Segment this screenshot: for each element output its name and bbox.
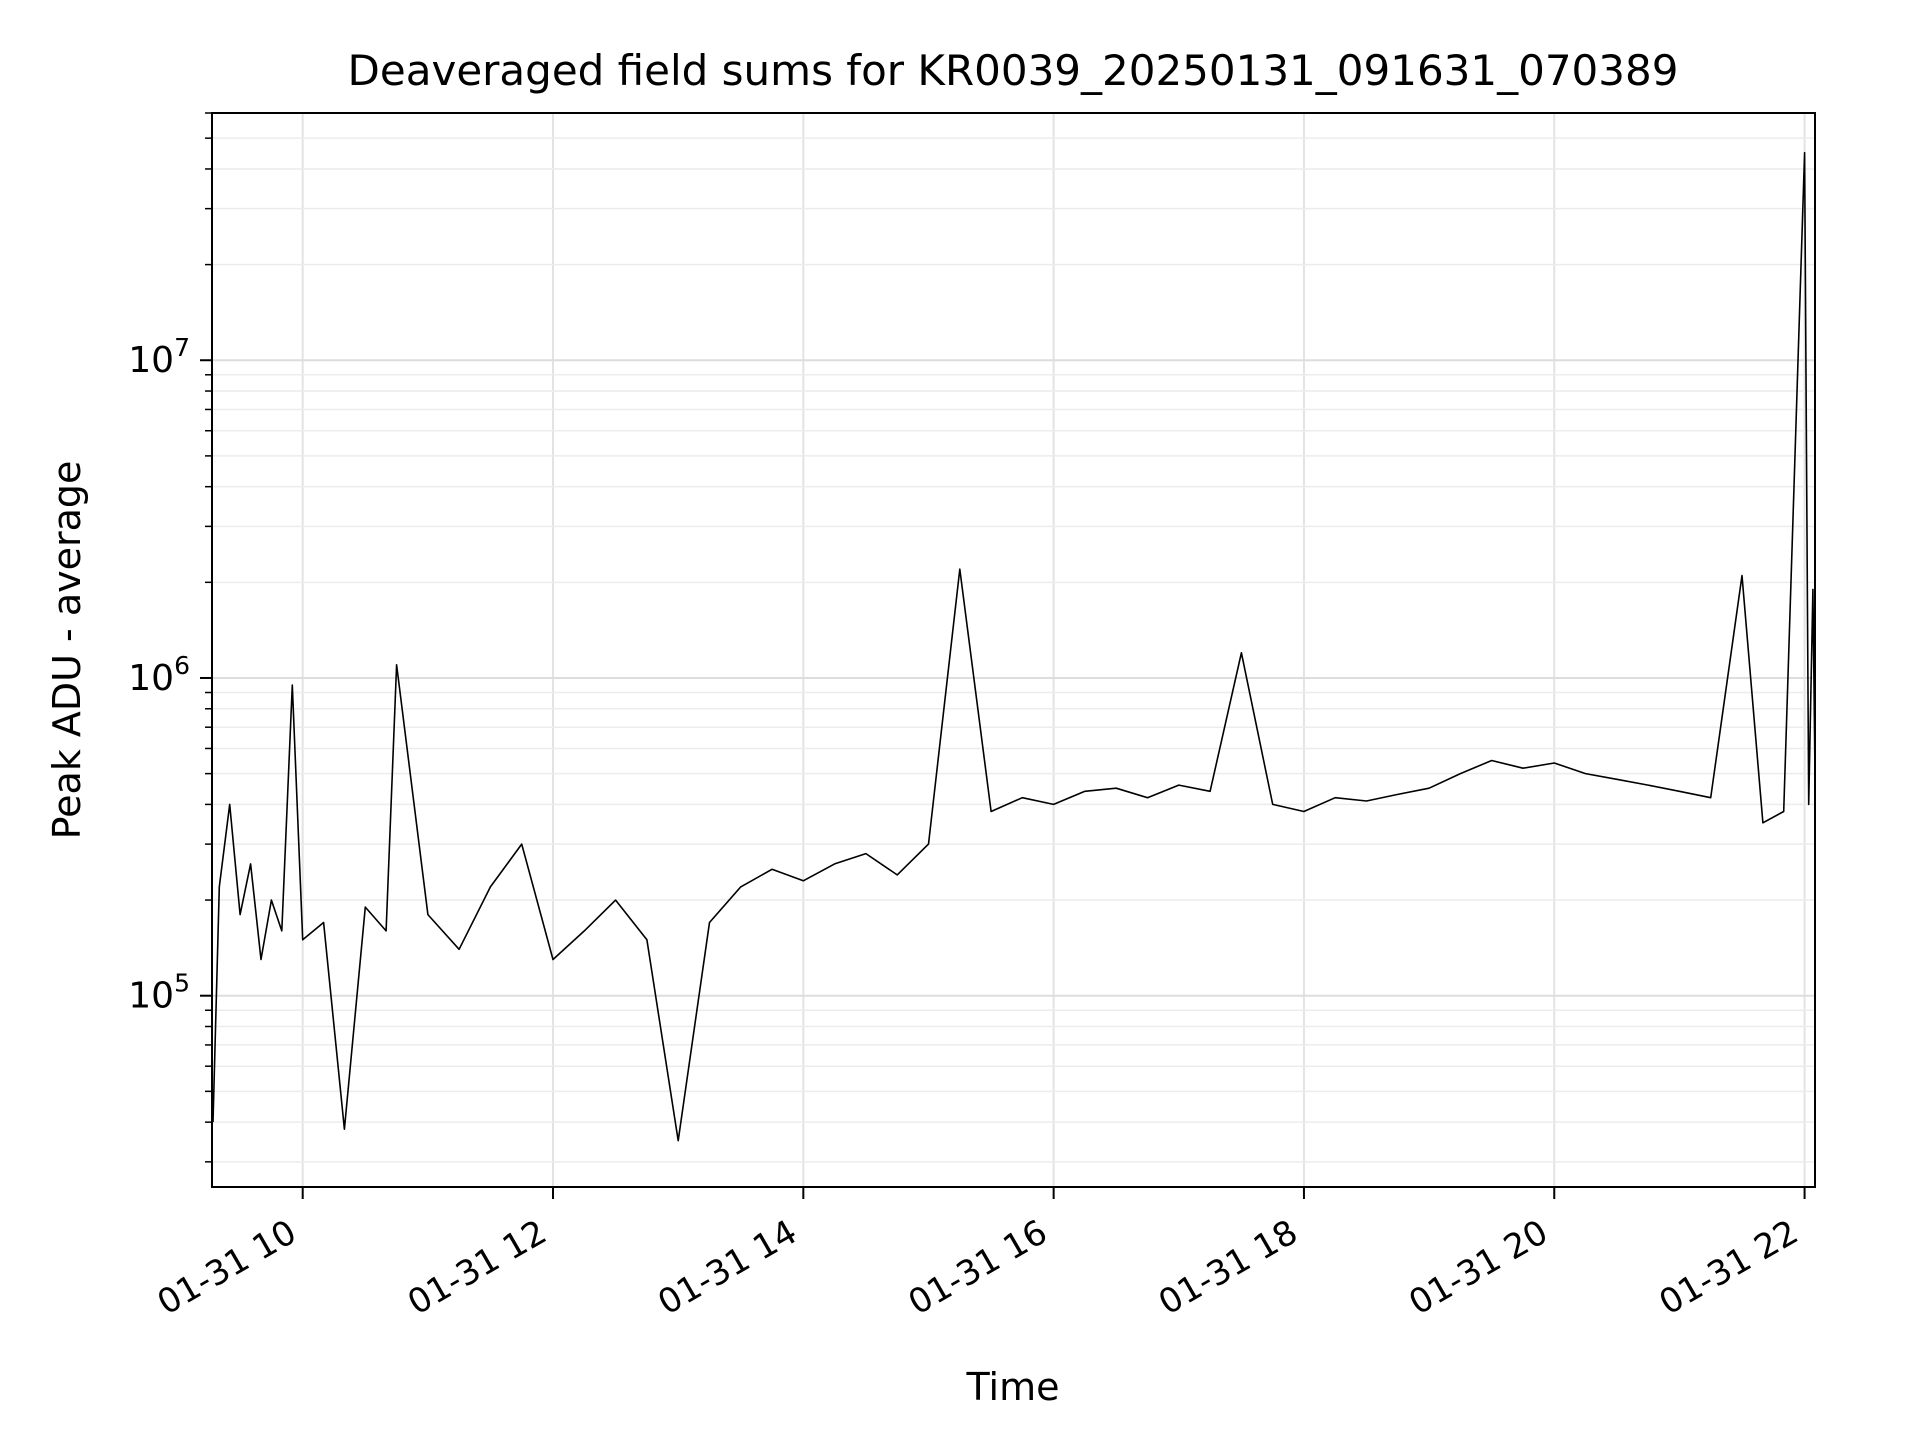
- y-tick-label: 107: [128, 333, 190, 381]
- series-line: [212, 151, 1816, 1142]
- y-tick-label: 106: [128, 651, 190, 699]
- series-layer: [212, 151, 1816, 1142]
- chart-title: Deaveraged field sums for KR0039_2025013…: [348, 46, 1679, 95]
- x-axis-label: Time: [966, 1365, 1060, 1409]
- y-axis-label: Peak ADU - average: [45, 461, 89, 840]
- y-tick-label: 105: [128, 969, 190, 1017]
- plot-frame: [211, 112, 1816, 1188]
